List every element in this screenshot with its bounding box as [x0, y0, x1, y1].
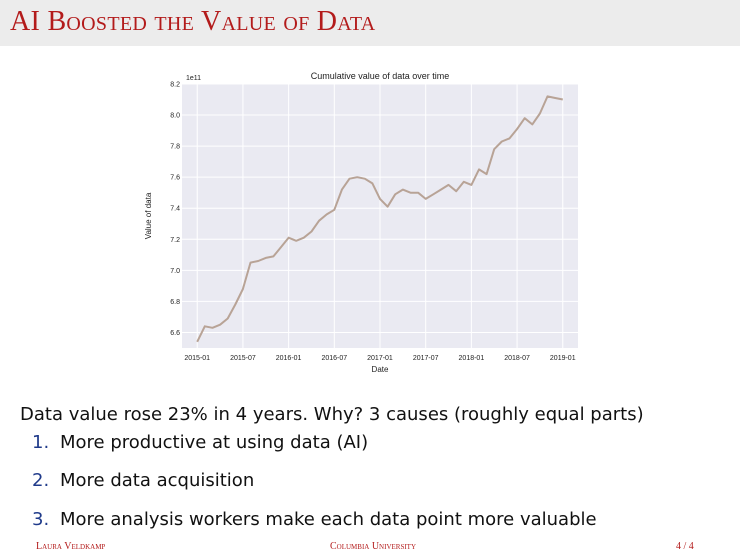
y-tick-label: 7.4 [170, 206, 180, 213]
statement-text: Data value rose 23% in 4 years. Why? 3 c… [20, 404, 644, 425]
cause-text: More productive at using data (AI) [60, 432, 369, 453]
cause-text: More analysis workers make each data poi… [60, 509, 597, 530]
y-tick-label: 6.6 [170, 330, 180, 337]
cause-item-1: 1. More productive at using data (AI) [32, 432, 368, 453]
y-tick-label: 7.8 [170, 144, 180, 151]
y-tick-label: 8.0 [170, 113, 180, 120]
y-offset-label: 1e11 [186, 75, 201, 82]
footer-institution: Columbia University [330, 541, 416, 552]
line-chart: 6.66.87.07.27.47.67.88.08.2 2015-01 2015-… [144, 71, 578, 374]
x-tick-labels: 2015-01 2015-07 2016-01 2016-07 2017-01 2017-… [184, 355, 575, 362]
cause-number: 1. [32, 432, 50, 453]
x-tick-label: 2019-01 [550, 355, 576, 362]
title-bar [0, 0, 740, 46]
chart-title: Cumulative value of data over time [311, 71, 450, 81]
summary-statement: Data value rose 23% in 4 years. Why? 3 c… [20, 404, 644, 425]
footer-author: Laura Veldkamp [36, 541, 106, 552]
x-tick-label: 2018-01 [459, 355, 485, 362]
y-tick-labels: 6.6 6.8 7.0 7.2 7.4 7.6 7.8 8.0 8.2 [170, 82, 180, 337]
y-axis-label: Value of data [144, 192, 153, 239]
x-tick-label: 2017-01 [367, 355, 393, 362]
y-tick-label: 7.6 [170, 175, 180, 182]
x-tick-label: 2016-07 [321, 355, 347, 362]
footer: Laura Veldkamp Columbia University 4 / 4 [0, 540, 740, 554]
x-tick-label: 2017-07 [413, 355, 439, 362]
cause-number: 3. [32, 509, 50, 530]
y-tick-label: 6.8 [170, 299, 180, 306]
cause-number: 2. [32, 470, 50, 491]
x-axis-label: Date [372, 365, 389, 374]
x-tick-label: 2015-07 [230, 355, 256, 362]
cause-text: More data acquisition [60, 470, 255, 491]
footer-page: 4 / 4 [676, 541, 694, 552]
x-tick-label: 2015-01 [184, 355, 210, 362]
y-tick-label: 7.2 [170, 237, 180, 244]
series-line [196, 95, 563, 343]
y-tick-label: 8.2 [170, 82, 180, 89]
cause-item-2: 2. More data acquisition [32, 470, 254, 491]
y-tick-label: 7.0 [170, 268, 180, 275]
x-tick-label: 2016-01 [276, 355, 302, 362]
x-tick-label: 2018-07 [504, 355, 530, 362]
cause-item-3: 3. More analysis workers make each data p… [32, 509, 597, 530]
slide-title: AI Boosted the Value of Data [10, 6, 376, 37]
